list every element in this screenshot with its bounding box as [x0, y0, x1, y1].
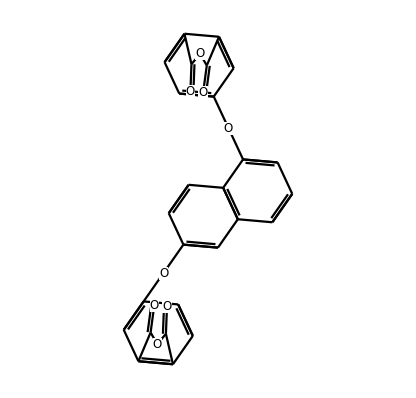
Text: O: O — [159, 267, 168, 279]
Text: O: O — [162, 300, 172, 313]
Text: O: O — [196, 47, 205, 60]
Text: O: O — [186, 85, 195, 98]
Text: O: O — [198, 86, 208, 100]
Text: O: O — [224, 121, 233, 135]
Text: O: O — [150, 298, 159, 312]
Text: O: O — [153, 338, 162, 351]
